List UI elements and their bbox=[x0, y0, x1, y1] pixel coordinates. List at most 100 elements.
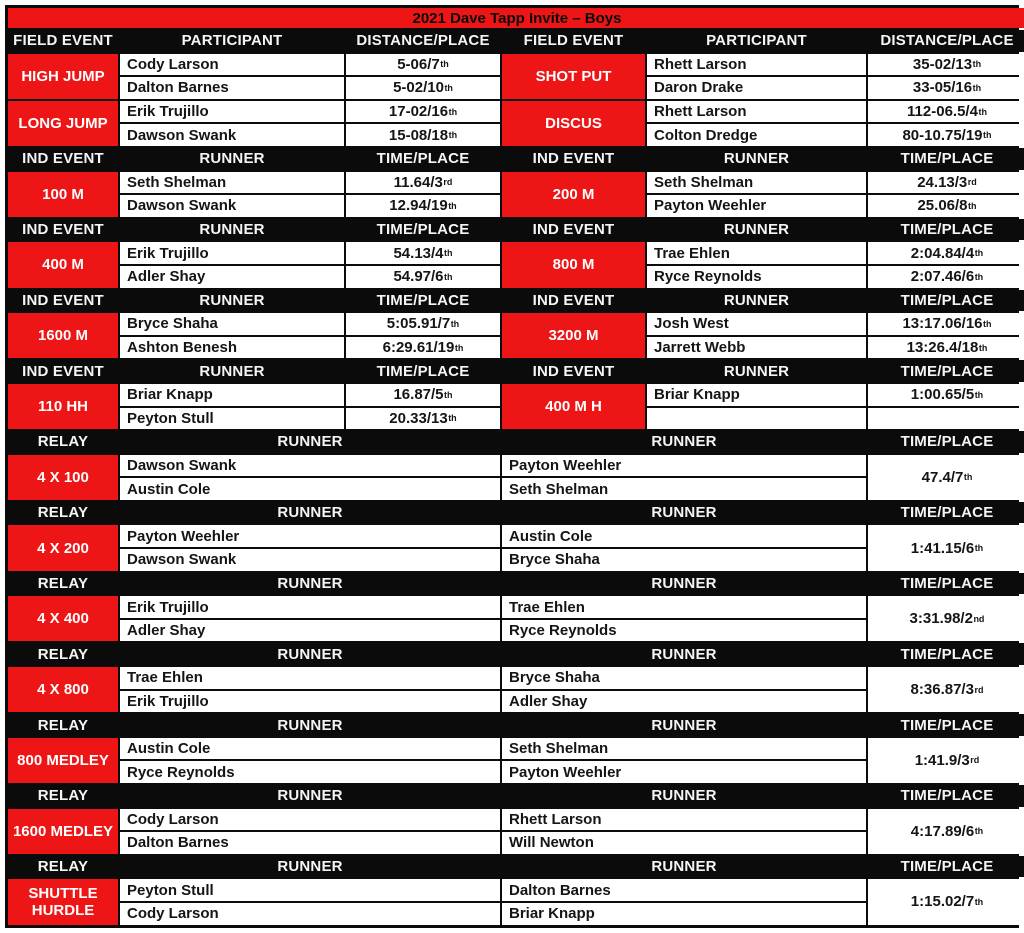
column-header: RUNNER bbox=[120, 572, 500, 595]
event-cell: 200 M bbox=[502, 171, 645, 217]
runner-cell: Seth Shelman bbox=[502, 737, 866, 760]
result-cell: 80-10.75/19 th bbox=[868, 124, 1024, 146]
relay-time-cell: 4:17.89/6 th bbox=[868, 808, 1024, 854]
runner-cell: Briar Knapp bbox=[502, 902, 866, 925]
runner-cell: Austin Cole bbox=[502, 525, 866, 548]
runner-cell: Cody Larson bbox=[120, 808, 500, 831]
runner-cell: Erik Trujillo bbox=[120, 690, 500, 713]
column-header: IND EVENT bbox=[8, 289, 118, 312]
result-cell: 5-02/10 th bbox=[346, 77, 500, 99]
column-header: RUNNER bbox=[120, 218, 344, 241]
result-cell: 5-06/7 th bbox=[346, 53, 500, 76]
column-header: RUNNER bbox=[502, 431, 866, 453]
column-header: TIME/PLACE bbox=[346, 147, 500, 170]
participant-cell: Ashton Benesh bbox=[120, 336, 344, 359]
participant-cell: Bryce Shaha bbox=[120, 313, 344, 335]
runner-cell: Austin Cole bbox=[120, 737, 500, 760]
column-header: RUNNER bbox=[502, 572, 866, 595]
column-header: TIME/PLACE bbox=[346, 218, 500, 241]
column-header: PARTICIPANT bbox=[120, 30, 344, 52]
participant-cell: Peyton Stull bbox=[120, 407, 344, 430]
column-header: RUNNER bbox=[502, 785, 866, 807]
column-header: RUNNER bbox=[120, 714, 500, 736]
column-header: TIME/PLACE bbox=[868, 572, 1024, 595]
column-header: RELAY bbox=[8, 714, 118, 736]
relay-time-cell: 1:41.15/6 th bbox=[868, 525, 1024, 571]
result-cell: 13:17.06/16 th bbox=[868, 313, 1024, 335]
column-header: RUNNER bbox=[647, 360, 866, 382]
runner-cell: Seth Shelman bbox=[502, 478, 866, 500]
runner-cell: Austin Cole bbox=[120, 478, 500, 500]
event-cell: LONG JUMP bbox=[8, 100, 118, 146]
column-header: RELAY bbox=[8, 855, 118, 878]
runner-cell: Trae Ehlen bbox=[502, 596, 866, 618]
event-cell: 3200 M bbox=[502, 313, 645, 359]
relay-event-cell: 800 MEDLEY bbox=[8, 737, 118, 783]
column-header: RELAY bbox=[8, 572, 118, 595]
column-header: RUNNER bbox=[647, 289, 866, 312]
column-header: IND EVENT bbox=[502, 218, 645, 241]
result-cell: 6:29.61/19 th bbox=[346, 336, 500, 359]
participant-cell: Dalton Barnes bbox=[120, 77, 344, 99]
column-header: RUNNER bbox=[502, 855, 866, 878]
participant-cell: Adler Shay bbox=[120, 265, 344, 288]
column-header: FIELD EVENT bbox=[502, 30, 645, 52]
runner-cell: Dawson Swank bbox=[120, 454, 500, 477]
participant-cell: Seth Shelman bbox=[647, 171, 866, 194]
column-header: TIME/PLACE bbox=[868, 431, 1024, 453]
participant-cell: Jarrett Webb bbox=[647, 336, 866, 359]
column-header: RUNNER bbox=[647, 218, 866, 241]
relay-time-cell: 1:41.9/3 rd bbox=[868, 737, 1024, 783]
relay-event-cell: 4 X 100 bbox=[8, 454, 118, 500]
column-header: TIME/PLACE bbox=[868, 714, 1024, 736]
runner-cell: Payton Weehler bbox=[502, 454, 866, 477]
result-cell: 35-02/13 th bbox=[868, 53, 1024, 76]
result-cell: 20.33/13 th bbox=[346, 407, 500, 430]
event-cell: 1600 M bbox=[8, 313, 118, 359]
participant-cell: Rhett Larson bbox=[647, 100, 866, 123]
column-header: PARTICIPANT bbox=[647, 30, 866, 52]
results-grid: 2021 Dave Tapp Invite – Boys FIELD EVENT… bbox=[8, 8, 1024, 925]
column-header: RUNNER bbox=[120, 643, 500, 666]
column-header: RUNNER bbox=[502, 714, 866, 736]
result-cell: 24.13/3 rd bbox=[868, 171, 1024, 194]
result-cell: 54.13/4 th bbox=[346, 242, 500, 264]
result-cell: 112-06.5/4 th bbox=[868, 100, 1024, 123]
event-cell: 110 HH bbox=[8, 383, 118, 430]
column-header: TIME/PLACE bbox=[868, 643, 1024, 666]
runner-cell: Ryce Reynolds bbox=[120, 761, 500, 783]
column-header: TIME/PLACE bbox=[346, 289, 500, 312]
relay-time-cell: 8:36.87/3 rd bbox=[868, 667, 1024, 713]
runner-cell: Payton Weehler bbox=[502, 761, 866, 783]
column-header: RELAY bbox=[8, 785, 118, 807]
result-cell: 1:00.65/5 th bbox=[868, 383, 1024, 406]
participant-cell: Seth Shelman bbox=[120, 171, 344, 194]
results-table: 2021 Dave Tapp Invite – Boys FIELD EVENT… bbox=[5, 5, 1024, 928]
column-header: IND EVENT bbox=[8, 147, 118, 170]
column-header: RELAY bbox=[8, 431, 118, 453]
result-cell: 25.06/8 th bbox=[868, 195, 1024, 217]
column-header: RELAY bbox=[8, 643, 118, 666]
result-cell: 15-08/18 th bbox=[346, 124, 500, 146]
column-header: IND EVENT bbox=[502, 360, 645, 382]
result-cell: 33-05/16 th bbox=[868, 77, 1024, 99]
result-cell: 2:04.84/4 th bbox=[868, 242, 1024, 264]
runner-cell: Adler Shay bbox=[120, 619, 500, 642]
runner-cell: Dawson Swank bbox=[120, 549, 500, 571]
result-cell: 16.87/5 th bbox=[346, 383, 500, 406]
column-header: RUNNER bbox=[502, 501, 866, 524]
relay-time-cell: 3:31.98/2 nd bbox=[868, 596, 1024, 642]
page-title: 2021 Dave Tapp Invite – Boys bbox=[8, 8, 1024, 28]
column-header: RUNNER bbox=[120, 431, 500, 453]
runner-cell: Bryce Shaha bbox=[502, 667, 866, 689]
result-cell: 5:05.91/7 th bbox=[346, 313, 500, 335]
relay-event-cell: 4 X 200 bbox=[8, 525, 118, 571]
column-header: RUNNER bbox=[120, 501, 500, 524]
event-cell: SHOT PUT bbox=[502, 53, 645, 99]
runner-cell: Will Newton bbox=[502, 832, 866, 854]
runner-cell: Dalton Barnes bbox=[120, 832, 500, 854]
participant-cell: Colton Dredge bbox=[647, 124, 866, 146]
column-header: DISTANCE/PLACE bbox=[868, 30, 1024, 52]
column-header: TIME/PLACE bbox=[868, 289, 1024, 312]
participant-cell: Ryce Reynolds bbox=[647, 265, 866, 288]
